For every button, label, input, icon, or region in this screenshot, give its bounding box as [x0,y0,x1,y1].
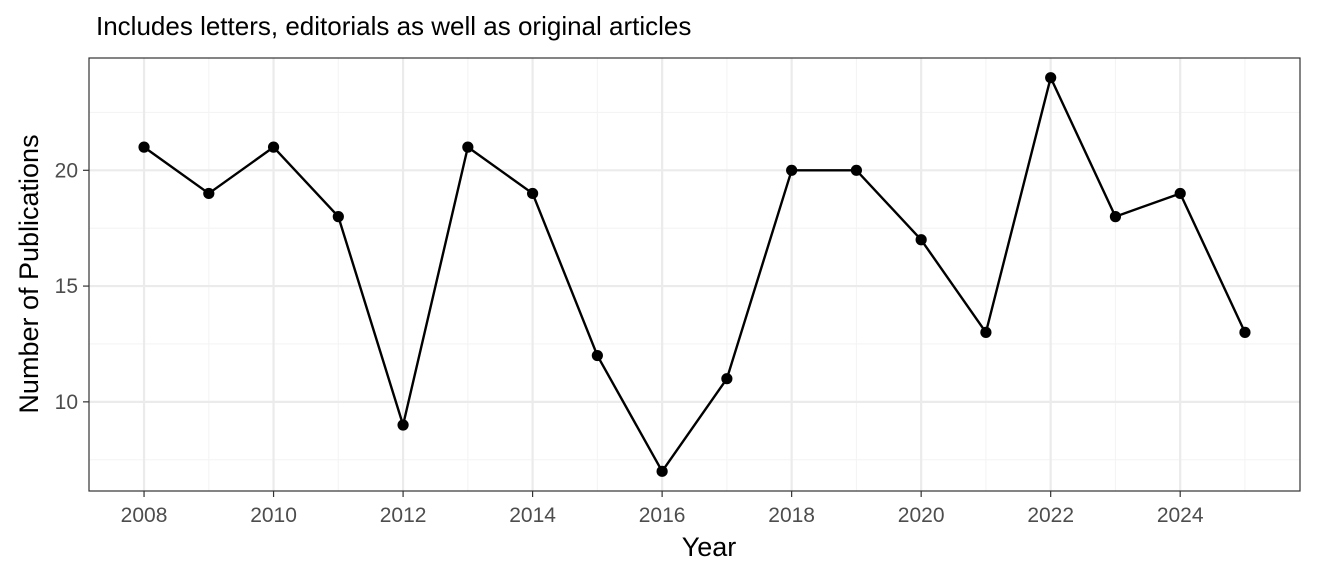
data-point [1045,72,1057,84]
x-tick-label: 2020 [898,504,945,527]
data-point [462,141,474,153]
data-point [203,187,215,200]
points-layer [138,72,1251,477]
series-layer [142,76,1247,473]
y-tick-label: 15 [55,275,78,298]
series-line [142,76,1247,473]
data-point [786,164,798,176]
data-point [656,465,668,477]
x-axis: 2008 2010 2012 2014 2016 2018 2020 2022 2024 [121,491,1204,527]
x-tick-label: 2018 [768,504,815,527]
y-axis-title: Number of Publications [14,134,44,413]
y-axis: 10 15 20 [55,159,89,414]
y-tick-label: 20 [55,159,78,182]
data-point [332,211,344,223]
x-tick-label: 2016 [639,504,686,527]
data-point [721,373,733,385]
data-point [527,187,539,200]
chart-subtitle: Includes letters, editorials as well as … [96,11,691,41]
x-axis-title: Year [682,532,737,562]
y-tick-label: 10 [55,391,78,414]
data-point [397,419,409,431]
major-grid [89,58,1300,491]
data-point [138,141,150,153]
data-point [980,326,992,338]
x-tick-label: 2012 [380,504,427,527]
data-point [915,234,927,246]
x-tick-label: 2010 [250,504,297,527]
panel-border [88,57,1301,492]
minor-grid [89,58,1300,491]
x-tick-label: 2022 [1027,504,1074,527]
data-point [591,349,603,362]
x-tick-label: 2014 [509,504,556,527]
data-point [1174,187,1186,200]
data-point [1239,326,1251,338]
x-tick-label: 2024 [1157,504,1204,527]
data-point [267,141,280,153]
data-point [850,164,862,176]
x-tick-label: 2008 [121,504,168,527]
data-point [1109,211,1122,223]
